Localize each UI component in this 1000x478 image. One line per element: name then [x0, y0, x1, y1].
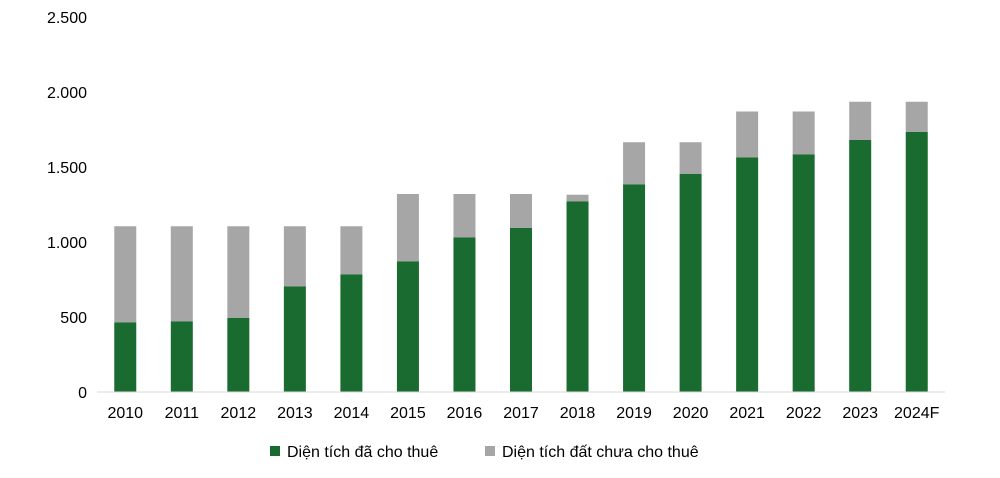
- bar-leased: [623, 184, 646, 392]
- bar-unleased: [170, 226, 193, 322]
- bar-unleased: [453, 194, 476, 238]
- bar-leased: [510, 227, 532, 392]
- legend-label-leased: Diện tích đã cho thuê: [287, 444, 438, 461]
- x-tick-label: 2013: [277, 405, 313, 422]
- x-tick-label: 2020: [673, 405, 709, 422]
- y-tick-label: 1.500: [47, 160, 87, 177]
- x-tick-label: 2024F: [894, 405, 940, 422]
- bar-unleased: [227, 226, 250, 318]
- legend: Diện tích đã cho thuê Diện tích đất chưa…: [270, 444, 699, 461]
- bar-leased: [453, 237, 476, 392]
- bar-leased: [340, 274, 363, 392]
- x-tick-label: 2019: [616, 405, 652, 422]
- y-axis-ticks: 0 500 1.000 1.500 2.000 2.500: [47, 10, 87, 402]
- bar-unleased: [623, 142, 646, 185]
- bar-leased: [679, 173, 702, 392]
- legend-swatch-leased: [270, 446, 280, 456]
- bar-leased: [905, 131, 928, 392]
- y-tick-label: 2.500: [47, 10, 87, 27]
- x-tick-label: 2022: [786, 405, 822, 422]
- x-tick-label: 2018: [560, 405, 596, 422]
- y-tick-label: 0: [78, 385, 87, 402]
- bar-unleased: [114, 226, 137, 323]
- bar-leased: [736, 157, 759, 392]
- bar-leased: [227, 317, 250, 392]
- x-tick-label: 2014: [334, 405, 370, 422]
- bar-unleased: [679, 142, 702, 174]
- x-tick-label: 2012: [221, 405, 257, 422]
- y-tick-label: 1.000: [47, 235, 87, 252]
- y-tick-label: 500: [60, 310, 87, 327]
- bar-leased: [566, 201, 589, 392]
- bar-leased: [283, 286, 306, 392]
- x-tick-label: 2021: [729, 405, 765, 422]
- bar-unleased: [792, 111, 815, 155]
- bar-leased: [792, 154, 815, 392]
- y-tick-label: 2.000: [47, 85, 87, 102]
- x-tick-label: 2011: [165, 405, 200, 422]
- x-tick-label: 2023: [842, 405, 878, 422]
- x-axis-ticks: 2010 2011 2012 2013 2014 2015 2016 2017 2018 2019…: [107, 405, 939, 422]
- bars-layer: [114, 101, 928, 392]
- x-tick-label: 2017: [503, 405, 539, 422]
- bar-unleased: [340, 226, 363, 275]
- bar-unleased: [566, 194, 589, 202]
- bar-unleased: [905, 101, 928, 132]
- bar-leased: [114, 322, 137, 392]
- bar-unleased: [510, 194, 532, 228]
- bar-unleased: [849, 101, 872, 140]
- x-tick-label: 2016: [447, 405, 483, 422]
- bar-leased: [849, 140, 872, 392]
- bar-leased: [170, 321, 193, 392]
- bar-leased: [396, 261, 419, 392]
- bar-unleased: [283, 226, 306, 287]
- bar-unleased: [396, 194, 419, 262]
- x-tick-label: 2010: [107, 405, 143, 422]
- legend-swatch-unleased: [485, 446, 495, 456]
- bar-unleased: [736, 111, 759, 158]
- legend-label-unleased: Diện tích đất chưa cho thuê: [502, 444, 699, 461]
- x-tick-label: 2015: [390, 405, 426, 422]
